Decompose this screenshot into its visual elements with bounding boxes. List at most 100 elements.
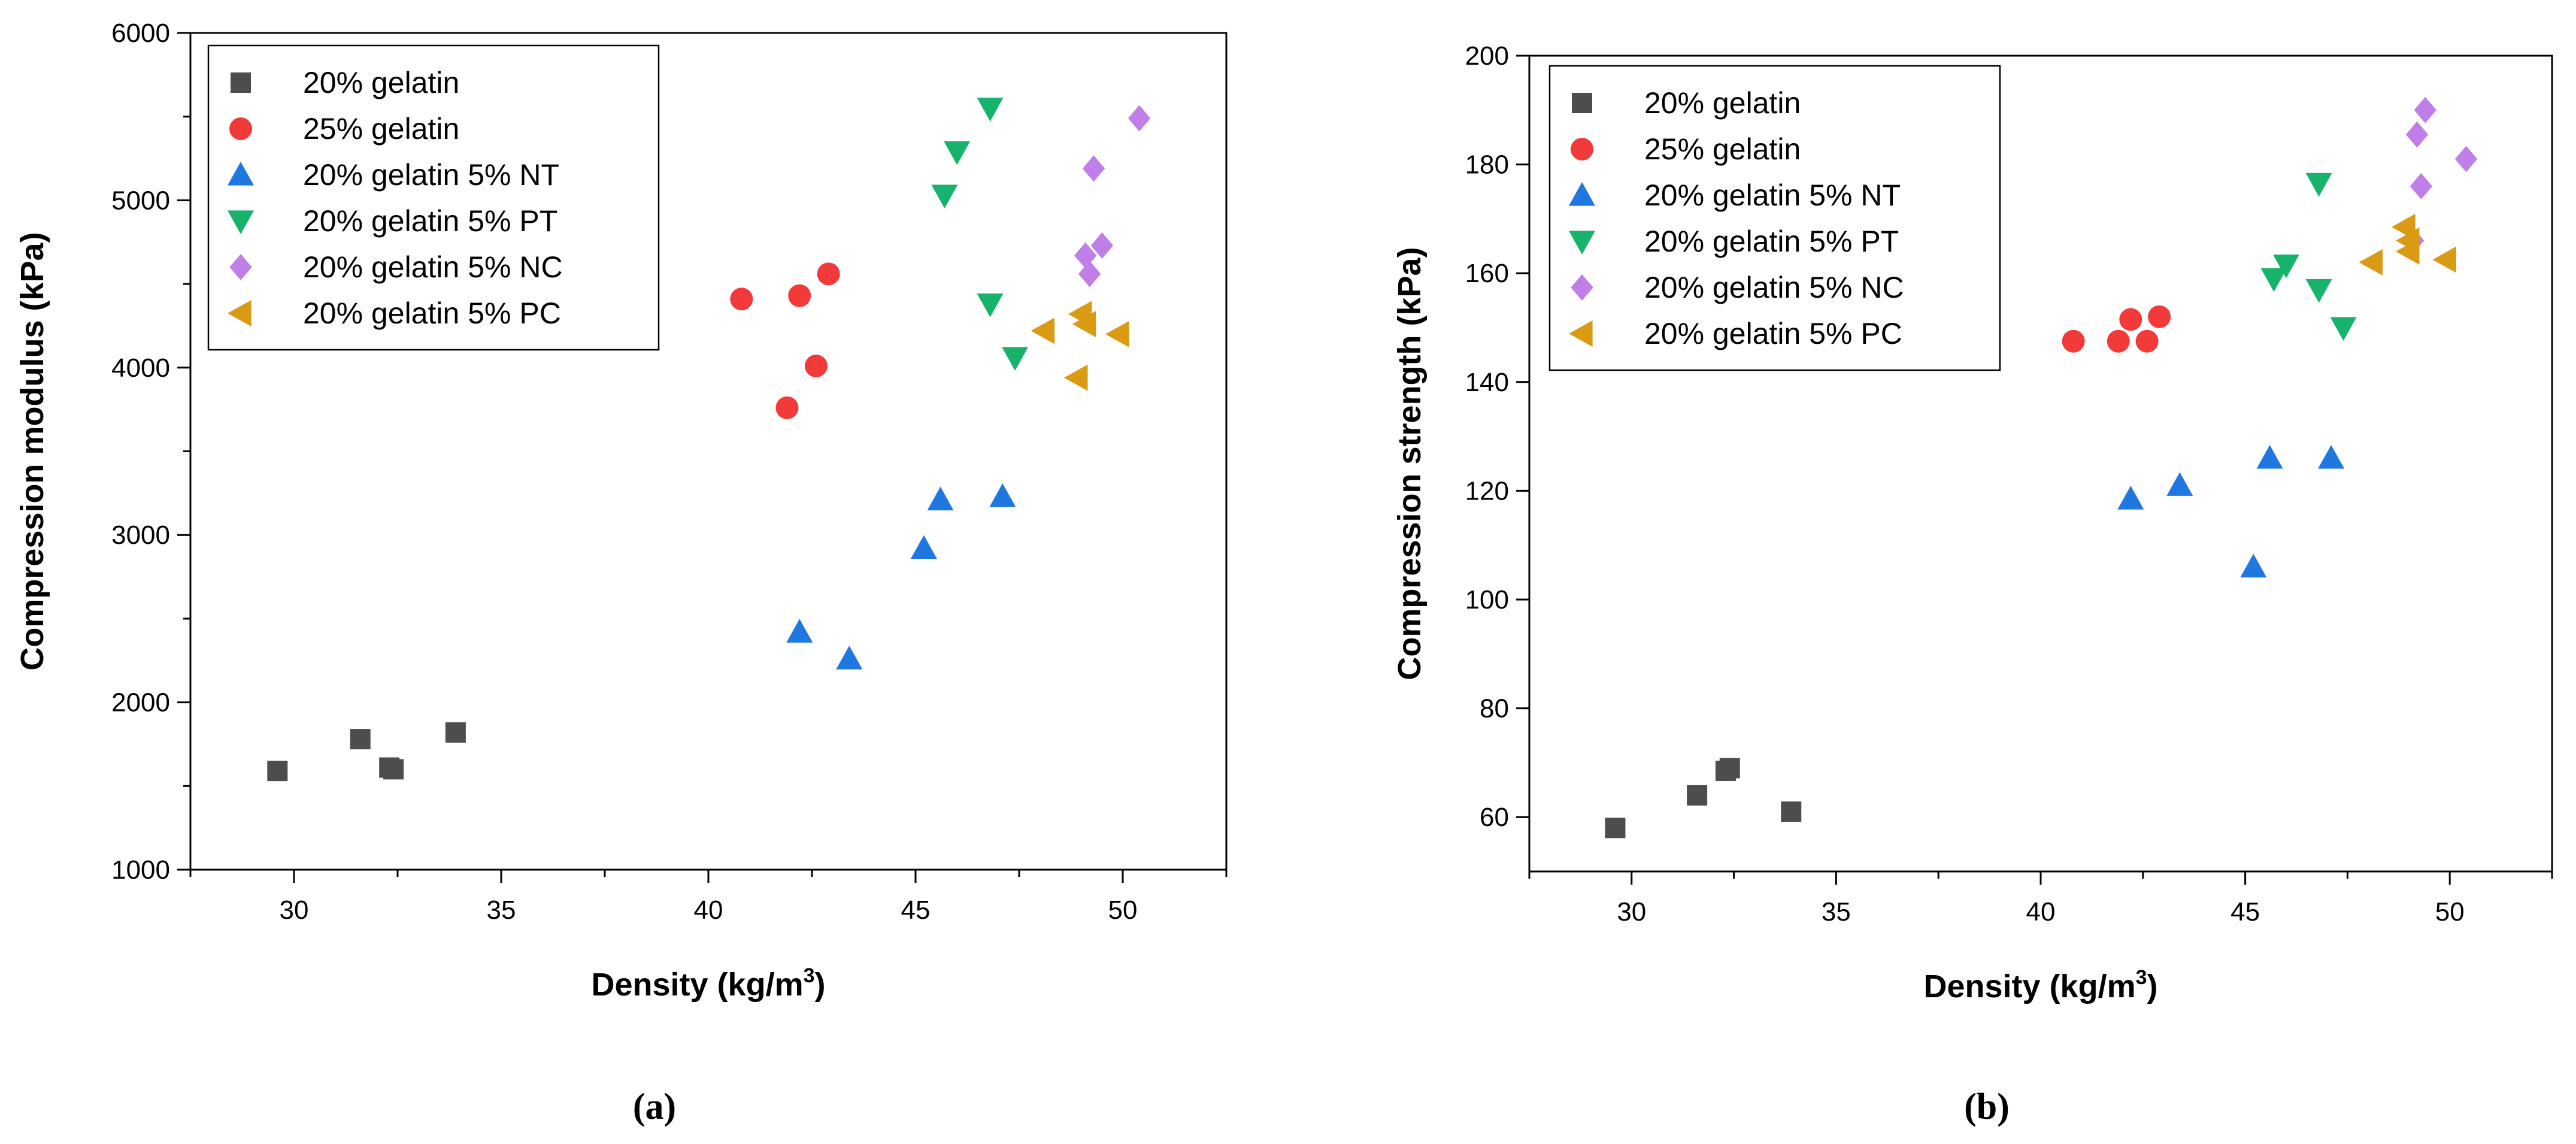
y-tick-label: 4000 [111, 353, 170, 383]
y-axis-title: Compression strength (kPa) [1392, 247, 1428, 680]
data-point [804, 355, 828, 378]
data-point [2359, 249, 2383, 276]
y-tick-label: 2000 [111, 688, 170, 718]
data-point [2405, 121, 2429, 148]
data-point [2454, 146, 2478, 172]
panel-label: (b) [1964, 1087, 2010, 1127]
y-tick-label: 140 [1465, 368, 1509, 397]
x-tick-label: 35 [1822, 897, 1851, 927]
data-point [2432, 246, 2456, 273]
data-point [350, 729, 371, 750]
x-tick-label: 35 [487, 895, 516, 925]
x-tick-label: 40 [2026, 897, 2056, 927]
legend-label: 20% gelatin 5% PC [1644, 317, 1902, 350]
legend-marker [1572, 93, 1592, 113]
series-20-gelatin-5-pt [2260, 172, 2357, 341]
series-20-gelatin [1605, 758, 1802, 839]
legend-box [1548, 65, 2001, 371]
data-point [786, 619, 813, 643]
panel-label: (a) [633, 1087, 676, 1127]
x-tick-label: 50 [2435, 897, 2465, 927]
data-point [383, 759, 404, 780]
series-20-gelatin-5-pc [2359, 214, 2456, 276]
series-20-gelatin-5-pt [931, 98, 1029, 371]
data-point [1687, 785, 1708, 806]
data-point [836, 645, 863, 670]
panel-a: 30 35 40 45 50 1000 2000 3000 4000 5000 6000 Densit… [14, 19, 1228, 1127]
data-point [2272, 254, 2299, 279]
data-point [1105, 320, 1129, 347]
legend-marker [1571, 138, 1593, 161]
legend-marker [229, 254, 252, 280]
series-20-gelatin [267, 722, 466, 782]
data-point [2107, 329, 2130, 353]
legend-label: 20% gelatin 5% PC [303, 296, 561, 330]
data-point [2330, 317, 2357, 341]
x-axis-title-end: ) [815, 967, 826, 1003]
data-point [1002, 347, 1029, 371]
data-point [977, 98, 1004, 122]
y-tick-label: 6000 [111, 19, 170, 48]
data-point [2166, 472, 2193, 496]
x-axis-title-main: Density (kg/m [592, 967, 804, 1003]
data-point [2305, 279, 2332, 303]
y-tick-label: 180 [1465, 150, 1509, 180]
y-tick-label: 160 [1465, 259, 1509, 288]
legend-label: 20% gelatin 5% NT [303, 158, 559, 192]
legend-label: 20% gelatin 5% NT [1644, 178, 1901, 212]
data-point [788, 284, 811, 307]
legend-marker [1569, 320, 1593, 347]
legend-label: 25% gelatin [1644, 132, 1801, 166]
legend-marker [228, 210, 254, 234]
x-tick-label: 45 [901, 895, 931, 925]
x-tick-label: 30 [1617, 897, 1646, 927]
data-point [1031, 317, 1055, 344]
series-20-gelatin-5-nt [786, 483, 1016, 670]
x-tick-label: 40 [694, 895, 723, 925]
legend-label: 20% gelatin 5% PT [1644, 225, 1899, 258]
legend: 20% gelatin 25% gelatin 20% gelatin 5% NT 2… [207, 44, 660, 351]
series-20-gelatin-5-nt [2117, 444, 2345, 578]
y-tick-label: 200 [1465, 41, 1509, 71]
data-point [2256, 444, 2283, 469]
y-axis-title: Compression modulus (kPa) [14, 232, 50, 670]
x-axis-title-superscript: 3 [2136, 966, 2147, 989]
data-point [977, 293, 1004, 317]
data-point [2062, 329, 2085, 353]
data-point [730, 287, 753, 311]
legend-label: 20% gelatin [303, 66, 459, 99]
legend-marker [228, 300, 251, 326]
x-tick-label: 50 [1108, 895, 1138, 925]
legend-label: 20% gelatin 5% NC [303, 250, 563, 284]
data-point [1781, 801, 1802, 822]
data-point [1072, 311, 1096, 338]
data-point [1605, 818, 1626, 839]
data-point [445, 722, 466, 743]
legend-box [207, 44, 660, 351]
data-point [1090, 232, 1114, 259]
x-axis-title: Density (kg/m3) [592, 964, 826, 1003]
y-tick-label: 1000 [111, 855, 170, 885]
series-20-gelatin-5-nc [1074, 105, 1151, 287]
legend-label: 20% gelatin [1644, 86, 1801, 120]
data-point [931, 184, 958, 209]
series-20-gelatin-5-pc [1031, 301, 1129, 391]
data-point [817, 262, 840, 286]
data-point [2135, 329, 2159, 353]
legend-label: 20% gelatin 5% NC [1644, 271, 1904, 304]
legend-marker [229, 117, 252, 140]
series-25-gelatin [730, 262, 840, 419]
data-point [989, 483, 1016, 507]
x-tick-label: 45 [2230, 897, 2260, 927]
x-axis-title-end: ) [2147, 969, 2158, 1004]
y-tick-label: 60 [1480, 803, 1509, 832]
data-point [944, 141, 971, 165]
legend: 20% gelatin 25% gelatin 20% gelatin 5% NT 2… [1548, 65, 2001, 371]
data-point [927, 486, 954, 511]
data-point [2240, 553, 2267, 578]
panel-b: 30 35 40 45 50 60 80 100 120 140 160 180 200 Density … [1392, 41, 2553, 1127]
data-point [267, 761, 288, 782]
legend-marker [1569, 182, 1595, 206]
data-point [1128, 105, 1151, 132]
